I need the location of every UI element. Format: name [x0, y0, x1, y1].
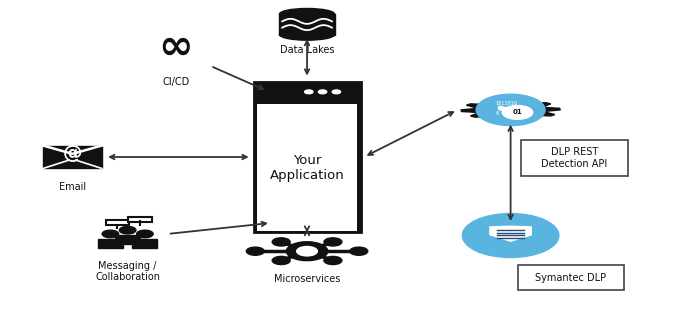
- FancyBboxPatch shape: [279, 14, 335, 35]
- Polygon shape: [98, 239, 123, 248]
- Text: Your
Application: Your Application: [270, 154, 344, 182]
- Ellipse shape: [286, 242, 328, 261]
- Ellipse shape: [297, 246, 317, 256]
- FancyBboxPatch shape: [521, 140, 628, 176]
- Text: Email: Email: [59, 182, 86, 192]
- Text: 01: 01: [513, 109, 522, 115]
- Text: 0   .10: 0 .10: [495, 111, 518, 116]
- FancyBboxPatch shape: [106, 220, 129, 225]
- Ellipse shape: [279, 29, 335, 40]
- Ellipse shape: [462, 214, 559, 257]
- FancyBboxPatch shape: [518, 265, 624, 290]
- Ellipse shape: [102, 230, 119, 238]
- FancyBboxPatch shape: [128, 217, 152, 222]
- Polygon shape: [490, 226, 531, 241]
- Ellipse shape: [324, 257, 342, 265]
- Polygon shape: [132, 239, 157, 248]
- Circle shape: [332, 90, 340, 94]
- Text: Symantec DLP: Symantec DLP: [535, 273, 607, 283]
- Text: @: @: [63, 144, 82, 163]
- FancyBboxPatch shape: [254, 82, 360, 232]
- Ellipse shape: [246, 247, 264, 255]
- FancyBboxPatch shape: [257, 104, 357, 231]
- Text: 1011010: 1011010: [495, 101, 518, 106]
- FancyBboxPatch shape: [43, 146, 102, 168]
- Text: Messaging /
Collaboration: Messaging / Collaboration: [95, 261, 160, 282]
- Polygon shape: [461, 100, 560, 120]
- Ellipse shape: [476, 94, 545, 126]
- Text: Data Lakes: Data Lakes: [280, 45, 334, 55]
- Text: ∞: ∞: [159, 26, 193, 68]
- Polygon shape: [115, 235, 140, 244]
- Text: CI/CD: CI/CD: [162, 77, 190, 87]
- Ellipse shape: [137, 230, 153, 238]
- Ellipse shape: [502, 106, 533, 119]
- Ellipse shape: [273, 238, 290, 246]
- Circle shape: [318, 90, 327, 94]
- Text: 10   0: 10 0: [497, 106, 516, 111]
- Ellipse shape: [324, 238, 342, 246]
- Ellipse shape: [272, 257, 290, 265]
- Ellipse shape: [119, 226, 136, 234]
- Circle shape: [305, 90, 313, 94]
- Text: DLP REST
Detection API: DLP REST Detection API: [541, 147, 608, 169]
- Ellipse shape: [350, 247, 368, 255]
- Text: Microservices: Microservices: [274, 274, 340, 284]
- Ellipse shape: [279, 8, 335, 20]
